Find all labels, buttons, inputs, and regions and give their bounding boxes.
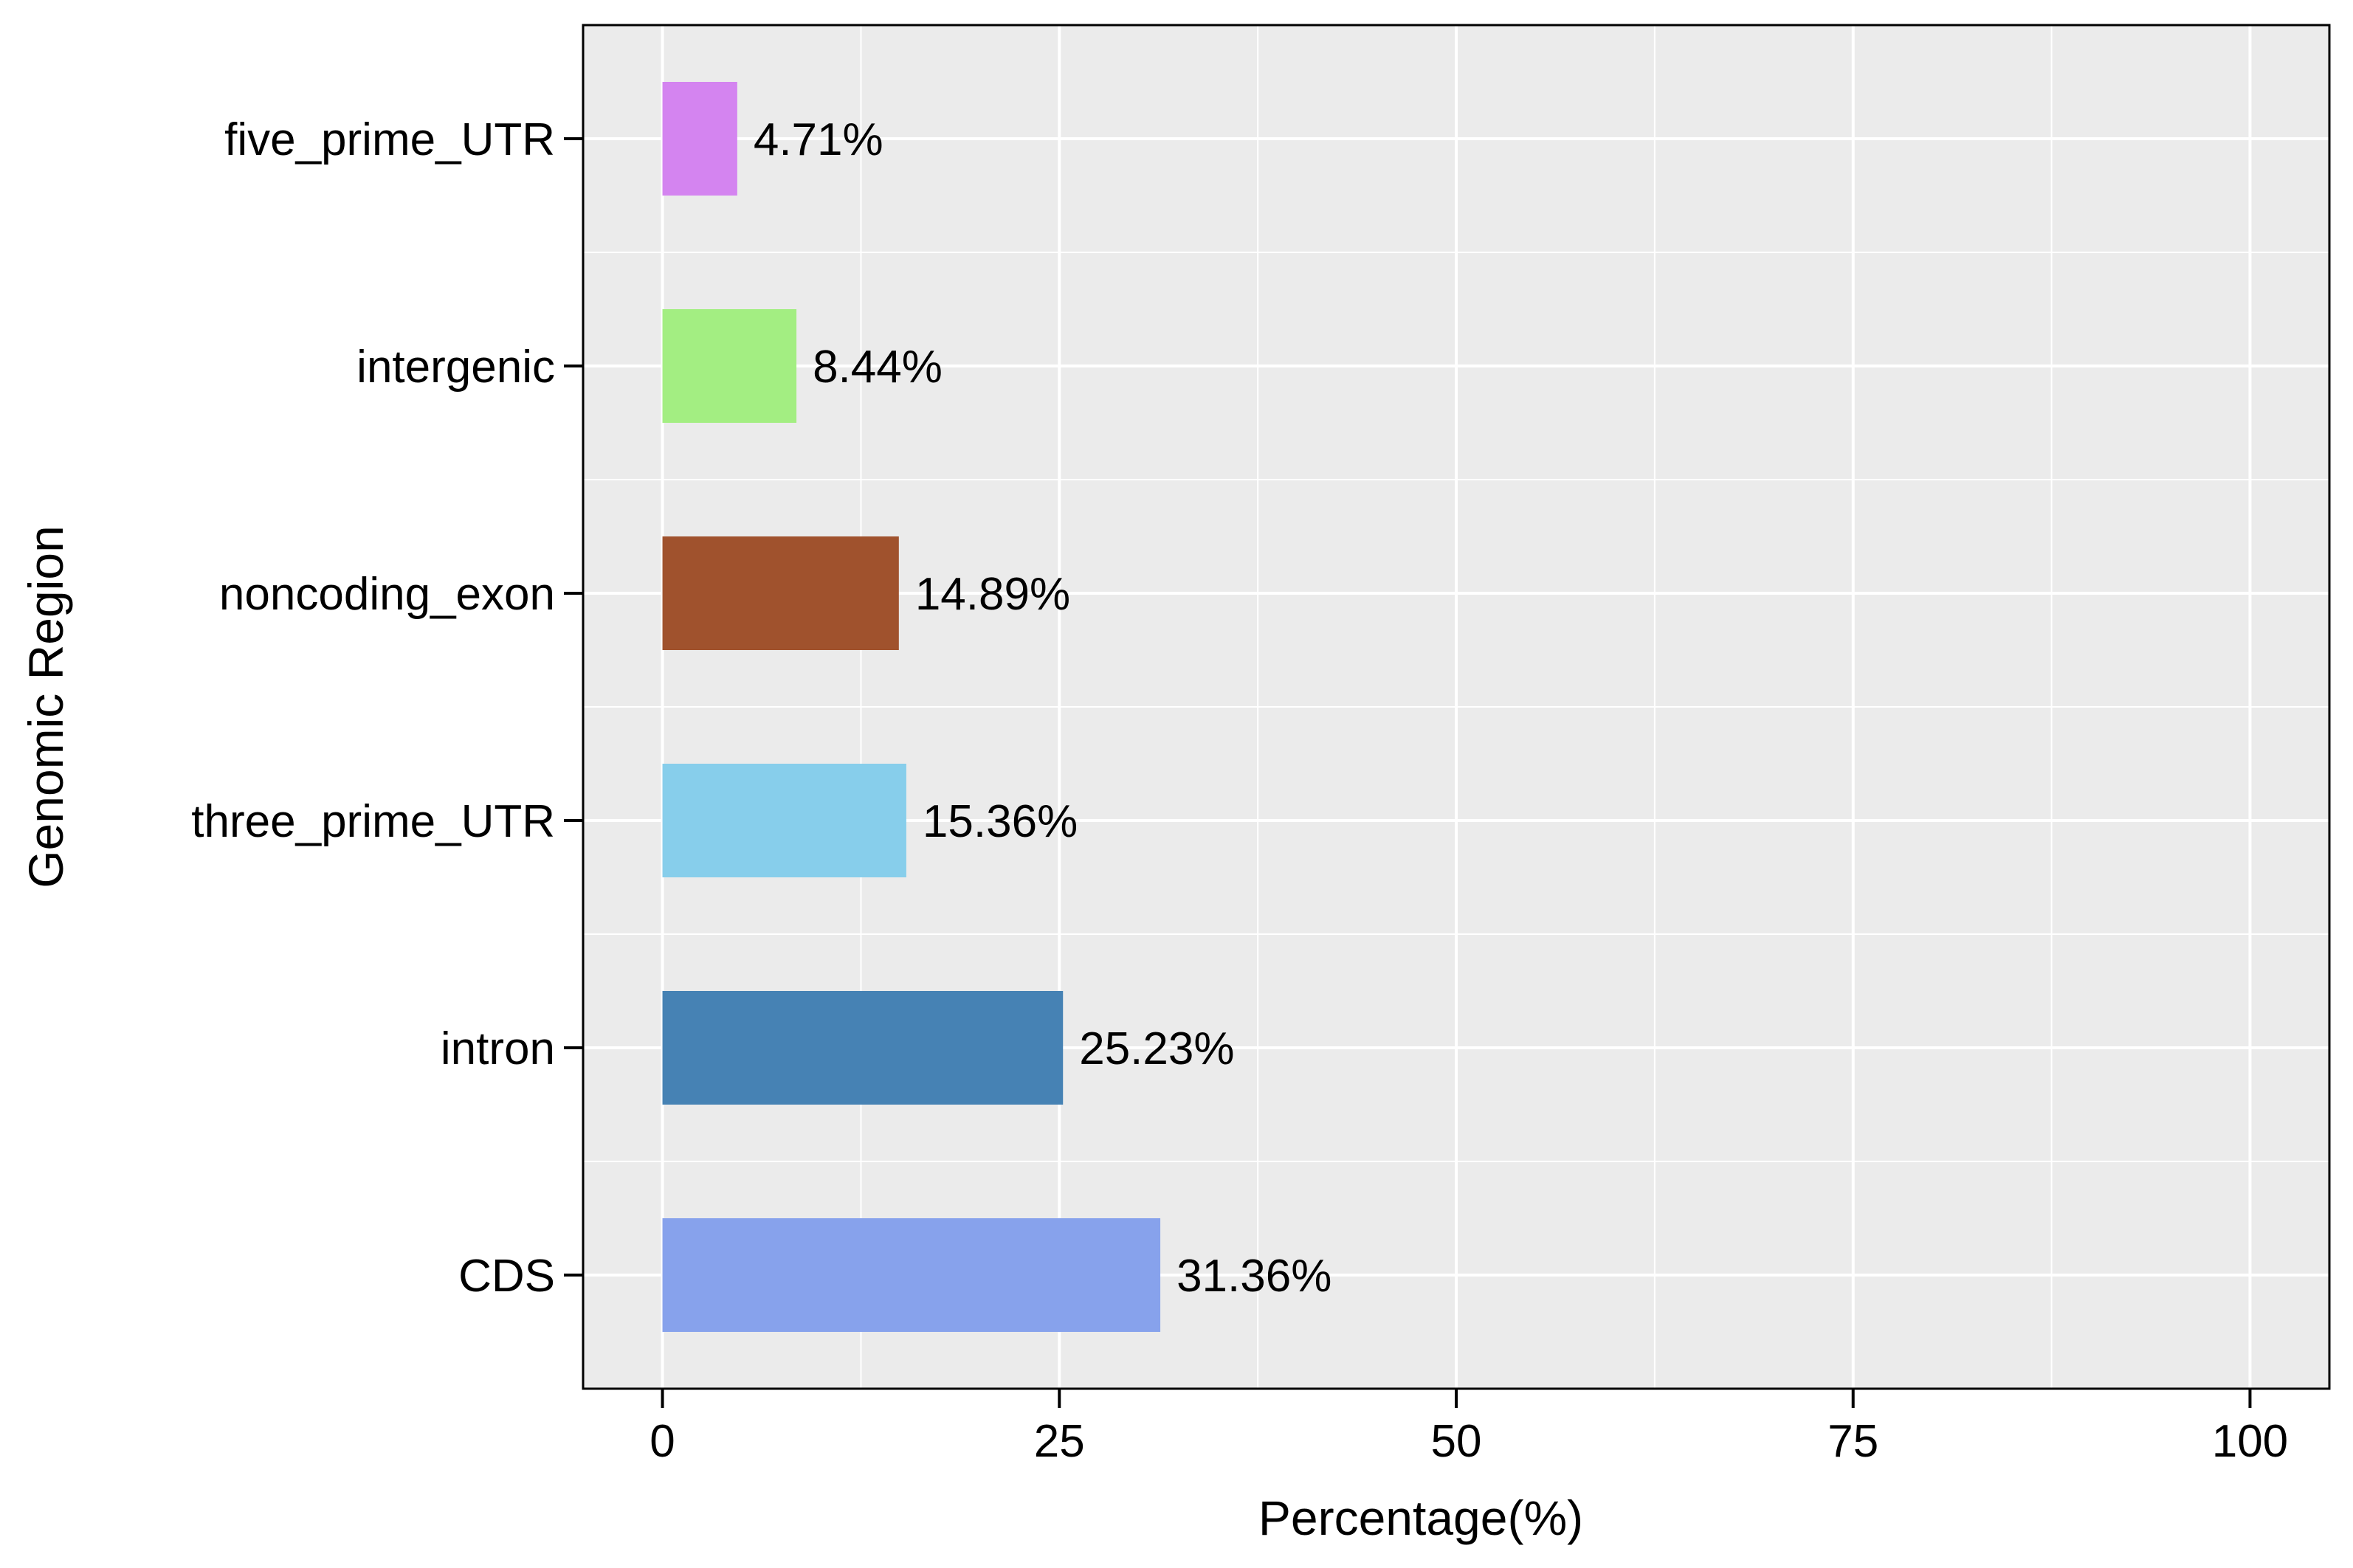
y-tick-label: noncoding_exon [219,569,555,620]
data-label-noncoding-exon: 14.89% [915,569,1070,620]
bar-CDS [662,1218,1161,1332]
data-label-three-prime-UTR: 15.36% [923,796,1078,847]
bar-five-prime-UTR [662,82,737,196]
grid-lines [583,25,2329,1389]
x-tick-label: 50 [1431,1416,1482,1467]
x-tick-label: 25 [1034,1416,1085,1467]
data-label-intron: 25.23% [1079,1023,1234,1074]
y-axis: five_prime_UTR intergenic noncoding_exonth… [191,114,583,1302]
y-tick-label: intergenic [356,342,555,393]
data-labels: 4.71% 8.44% 14.89% 15.36% 25.23% 31.36% [754,114,1331,1302]
bar-three-prime-UTR [662,764,906,877]
data-label-CDS: 31.36% [1176,1251,1331,1302]
bar-intron [662,991,1064,1105]
y-tick-label: CDS [458,1251,555,1302]
y-tick-label: five_prime_UTR [224,114,555,165]
x-axis-title: Percentage(%) [1258,1491,1583,1545]
y-tick-label: intron [441,1023,555,1074]
data-label-five-prime-UTR: 4.71% [754,114,883,165]
bar-noncoding-exon [662,536,899,650]
x-tick-label: 100 [2212,1416,2288,1467]
bar-intergenic [662,309,797,423]
y-axis-title: Genomic Region [18,525,73,888]
data-label-intergenic: 8.44% [813,342,943,393]
x-tick-label: 75 [1827,1416,1878,1467]
x-tick-label: 0 [650,1416,675,1467]
bars [662,82,1161,1332]
x-axis: 0 25 50 75 100 [650,1389,2288,1467]
y-tick-label: three_prime_UTR [191,796,555,847]
